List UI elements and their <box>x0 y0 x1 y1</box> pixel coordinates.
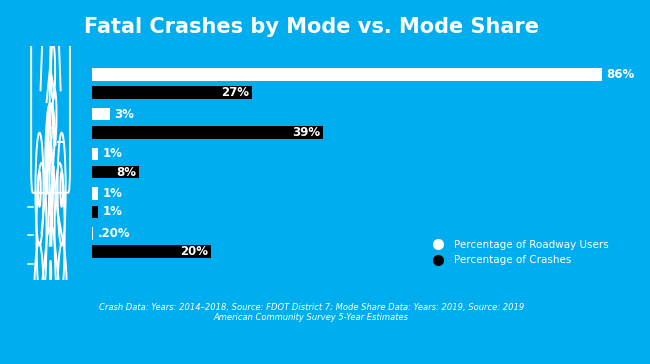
Bar <box>92 68 602 80</box>
Text: 86%: 86% <box>606 68 635 81</box>
Bar <box>92 108 110 120</box>
Text: .20%: .20% <box>98 227 131 240</box>
Text: 8%: 8% <box>116 166 136 179</box>
Bar <box>92 86 252 99</box>
Text: 1%: 1% <box>103 147 123 161</box>
Text: 3%: 3% <box>114 108 135 120</box>
Text: Fatal Crashes by Mode vs. Mode Share: Fatal Crashes by Mode vs. Mode Share <box>84 17 539 37</box>
Bar <box>92 148 98 160</box>
Text: 27%: 27% <box>221 86 249 99</box>
Bar <box>92 166 140 178</box>
Legend: Percentage of Roadway Users, Percentage of Crashes: Percentage of Roadway Users, Percentage … <box>428 240 608 265</box>
Text: 1%: 1% <box>103 205 123 218</box>
Bar <box>92 206 98 218</box>
Bar <box>92 227 93 240</box>
Text: Crash Data: Years: 2014–2018, Source: FDOT District 7; Mode Share Data: Years: 2: Crash Data: Years: 2014–2018, Source: FD… <box>99 303 524 323</box>
Bar <box>92 187 98 200</box>
Text: 20%: 20% <box>179 245 207 258</box>
Bar <box>92 126 323 139</box>
Text: 1%: 1% <box>103 187 123 200</box>
Text: 39%: 39% <box>292 126 320 139</box>
Bar <box>92 245 211 258</box>
Circle shape <box>49 260 51 286</box>
